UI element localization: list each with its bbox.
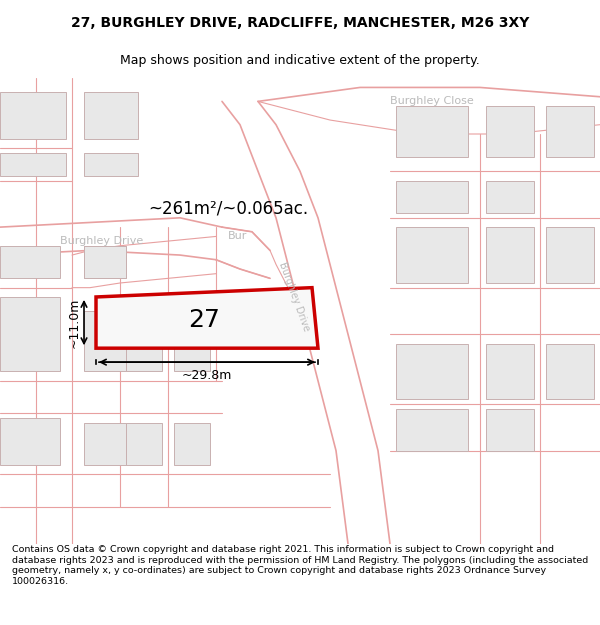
Bar	[126, 311, 162, 371]
Polygon shape	[96, 288, 318, 348]
Bar	[0, 152, 66, 176]
Text: Burghley Drive: Burghley Drive	[61, 236, 143, 246]
Bar	[84, 246, 126, 278]
Bar	[126, 422, 162, 464]
Text: 27, BURGHLEY DRIVE, RADCLIFFE, MANCHESTER, M26 3XY: 27, BURGHLEY DRIVE, RADCLIFFE, MANCHESTE…	[71, 16, 529, 31]
Text: Bur: Bur	[228, 231, 247, 241]
Text: Map shows position and indicative extent of the property.: Map shows position and indicative extent…	[120, 54, 480, 68]
Bar	[0, 92, 66, 139]
Bar	[396, 106, 468, 158]
Bar	[546, 227, 594, 283]
Bar	[0, 297, 60, 371]
Bar	[546, 344, 594, 399]
Bar	[396, 227, 468, 283]
Bar	[114, 302, 204, 344]
Bar	[396, 409, 468, 451]
Bar	[0, 246, 60, 278]
Text: Contains OS data © Crown copyright and database right 2021. This information is : Contains OS data © Crown copyright and d…	[12, 546, 588, 586]
Bar	[486, 409, 534, 451]
Bar	[84, 422, 126, 464]
Text: Burghley Close: Burghley Close	[390, 96, 474, 106]
Bar	[486, 106, 534, 158]
Text: ~29.8m: ~29.8m	[182, 369, 232, 382]
Bar	[486, 181, 534, 213]
Bar	[84, 311, 126, 371]
Bar	[546, 106, 594, 158]
Bar	[396, 181, 468, 213]
Text: Burghley Drive: Burghley Drive	[277, 261, 311, 333]
Text: 27: 27	[188, 308, 220, 332]
Text: ~261m²/~0.065ac.: ~261m²/~0.065ac.	[148, 199, 308, 217]
Bar	[396, 344, 468, 399]
Bar	[486, 344, 534, 399]
Bar	[84, 246, 126, 278]
Bar	[0, 418, 60, 464]
Bar	[84, 92, 138, 139]
Text: ~11.0m: ~11.0m	[68, 298, 81, 348]
Bar	[84, 152, 138, 176]
Bar	[174, 320, 210, 371]
Bar	[486, 227, 534, 283]
Bar	[174, 422, 210, 464]
